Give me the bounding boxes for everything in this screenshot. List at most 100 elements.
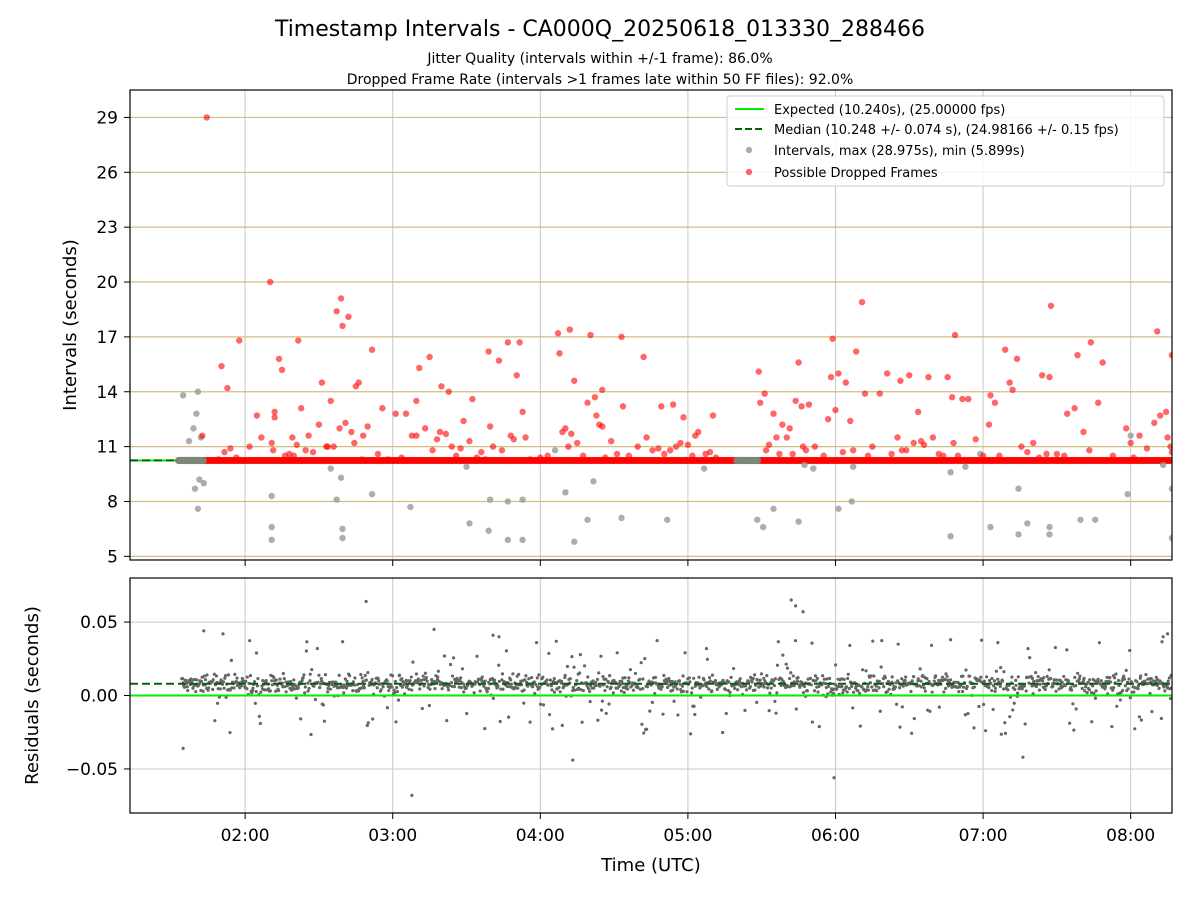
residual-point xyxy=(1090,684,1095,688)
residual-point xyxy=(866,684,870,689)
residual-point xyxy=(993,689,997,694)
residual-point xyxy=(194,689,198,694)
interval-point xyxy=(337,474,345,481)
residual-point xyxy=(1012,701,1016,705)
residual-point xyxy=(1123,684,1127,688)
residual-point xyxy=(1135,679,1139,684)
dropped-frame-point xyxy=(513,372,520,379)
residual-point xyxy=(1132,690,1136,694)
residual-point xyxy=(1092,691,1096,695)
dropped-frame-point xyxy=(1156,412,1164,419)
residual-point xyxy=(1065,648,1069,652)
interval-point xyxy=(327,465,334,472)
residual-point xyxy=(449,681,454,685)
residual-point xyxy=(608,673,612,678)
residual-point xyxy=(268,689,272,693)
residual-point xyxy=(660,685,664,689)
residual-point xyxy=(831,692,835,696)
interval-point xyxy=(485,527,492,534)
dropped-frame-point xyxy=(379,405,386,412)
residual-point xyxy=(180,676,185,681)
dropped-frame-point xyxy=(985,421,993,428)
residual-point xyxy=(375,686,379,690)
dropped-frame-point xyxy=(199,432,206,439)
residual-point xyxy=(395,685,399,690)
residual-point xyxy=(673,680,677,684)
dropped-frame-point xyxy=(625,452,633,459)
residual-point xyxy=(586,686,591,691)
residual-point xyxy=(558,690,562,694)
residual-point xyxy=(598,684,602,688)
residual-point xyxy=(1015,691,1020,695)
dropped-frame-point xyxy=(315,421,323,428)
residual-point xyxy=(304,649,309,653)
residual-point xyxy=(1080,686,1084,691)
residual-point xyxy=(1166,679,1170,683)
residual-point xyxy=(894,681,898,685)
residual-point xyxy=(312,684,316,688)
residual-point xyxy=(424,675,428,680)
dropped-frame-point xyxy=(861,390,869,397)
residual-point xyxy=(315,646,319,651)
residual-point xyxy=(235,676,239,680)
residual-point xyxy=(203,677,208,682)
residual-point xyxy=(846,672,850,676)
dropped-frame-point xyxy=(203,114,210,121)
interval-point xyxy=(194,505,202,512)
dropped-frame-point xyxy=(643,434,650,441)
residual-point xyxy=(785,666,790,670)
residual-point xyxy=(1045,674,1049,679)
interval-point xyxy=(486,496,494,503)
dropped-frame-point xyxy=(680,414,687,421)
chart-title: Timestamp Intervals - CA000Q_20250618_01… xyxy=(274,17,925,42)
residual-point xyxy=(833,663,838,667)
residual-point xyxy=(886,679,891,684)
interval-point xyxy=(1015,485,1022,492)
dropped-frame-point xyxy=(914,408,922,416)
residual-point xyxy=(1086,680,1090,684)
residual-point xyxy=(640,722,644,726)
dropped-frame-point xyxy=(368,346,376,353)
residual-point xyxy=(485,690,489,694)
residual-point xyxy=(628,668,633,672)
residual-point xyxy=(1127,677,1131,681)
dropped-frame-point xyxy=(327,397,334,405)
dropped-frame-point xyxy=(342,419,349,427)
dropped-frame-point xyxy=(392,410,399,417)
residual-point xyxy=(221,632,225,636)
residual-point xyxy=(1137,715,1142,719)
residual-point xyxy=(707,687,711,691)
interval-point xyxy=(850,463,857,470)
residual-point xyxy=(984,675,989,679)
residual-point xyxy=(762,685,766,689)
residual-point xyxy=(600,699,605,703)
residual-point xyxy=(1026,675,1030,679)
residual-point xyxy=(750,680,754,684)
residual-point xyxy=(1047,668,1051,672)
interval-point xyxy=(339,525,346,533)
residual-point xyxy=(822,677,826,681)
residual-point xyxy=(979,675,983,679)
residual-point xyxy=(299,717,303,721)
residual-point xyxy=(890,675,894,679)
dropped-frame-point xyxy=(269,447,277,454)
residual-point xyxy=(604,711,608,716)
residual-point xyxy=(1006,688,1010,692)
dropped-frame-point xyxy=(996,452,1003,459)
residual-point xyxy=(509,678,513,682)
residual-point xyxy=(191,686,195,690)
interval-point xyxy=(268,523,275,531)
residual-point xyxy=(1078,674,1082,678)
residual-point xyxy=(977,704,981,709)
residual-point xyxy=(274,689,278,693)
dropped-frame-point xyxy=(587,331,594,339)
residual-point xyxy=(963,713,967,717)
dropped-frame-point xyxy=(438,383,445,390)
residual-point xyxy=(427,703,431,708)
residual-point xyxy=(301,676,305,680)
residual-point xyxy=(808,676,813,680)
residual-point xyxy=(937,705,941,709)
residual-point xyxy=(1096,677,1100,681)
residual-point xyxy=(1168,696,1172,701)
residual-point xyxy=(662,673,666,678)
